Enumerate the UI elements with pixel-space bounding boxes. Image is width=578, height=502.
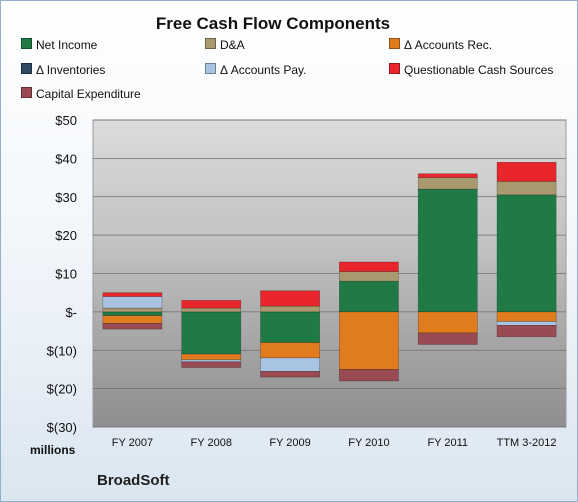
company-name: BroadSoft — [97, 472, 170, 489]
bar-segment — [102, 292, 163, 297]
x-tick-label: FY 2010 — [348, 437, 389, 449]
bar-segment — [260, 290, 320, 307]
units-label: millions — [30, 443, 76, 457]
x-tick-label: TTM 3-2012 — [497, 437, 557, 449]
bar-segment — [181, 361, 242, 368]
bar-segment — [102, 307, 163, 313]
legend-item-questionable-cash: Questionable Cash Sources — [389, 63, 553, 77]
legend-label: Δ Accounts Rec. — [404, 38, 493, 52]
legend-item-inventories: Δ Inventories — [21, 63, 105, 77]
legend-item-net-income: Net Income — [21, 38, 97, 52]
bar-segment — [260, 357, 320, 372]
y-tick-label: $20 — [55, 228, 77, 243]
y-tick-label: $50 — [55, 113, 77, 128]
legend-label: Δ Accounts Pay. — [220, 63, 307, 77]
y-tick-label: $10 — [55, 267, 77, 282]
bar-segment — [102, 315, 163, 324]
bar-segment — [260, 371, 320, 378]
legend-label: D&A — [220, 38, 245, 52]
legend-label: Questionable Cash Sources — [404, 63, 554, 77]
legend-swatch — [21, 38, 32, 49]
bar-segment — [339, 280, 399, 313]
legend-swatch — [205, 38, 216, 49]
grid-lines — [93, 119, 566, 428]
bar-segment — [102, 296, 163, 309]
x-tick-label: FY 2011 — [427, 437, 468, 449]
bar-segment — [339, 311, 399, 370]
bar-segment — [181, 307, 242, 313]
legend-swatch — [21, 87, 32, 98]
legend-swatch — [21, 63, 32, 74]
y-tick-label: $(20) — [47, 382, 77, 397]
bar-segment — [181, 300, 242, 309]
bars — [102, 161, 557, 382]
y-tick-label: $40 — [55, 151, 77, 166]
y-tick-label: $30 — [55, 190, 77, 205]
bar-segment — [417, 177, 478, 190]
bar-segment — [339, 369, 399, 382]
bar-segment — [496, 194, 557, 313]
y-tick-label: $- — [65, 305, 77, 320]
bar-segment — [496, 181, 557, 196]
legend-label: Δ Inventories — [36, 63, 106, 77]
bar-segment — [181, 311, 242, 355]
legend-item-accounts-pay: Δ Accounts Pay. — [205, 63, 307, 77]
legend-item-da: D&A — [205, 38, 245, 52]
legend-item-accounts-rec: Δ Accounts Rec. — [389, 38, 492, 52]
bar-segment — [102, 323, 163, 330]
y-axis-ticks: $(30) $(20) $(10) $- $10 $20 $30 $40 $50 — [47, 113, 77, 435]
legend-swatch — [389, 38, 400, 49]
bar-segment — [417, 173, 478, 178]
bar-segment — [496, 325, 557, 338]
bar-segment — [260, 311, 320, 343]
y-tick-label: $(30) — [47, 420, 77, 435]
legend-item-capex: Capital Expenditure — [21, 87, 141, 101]
legend-swatch — [205, 63, 216, 74]
bar-segment — [417, 311, 478, 334]
legend-swatch — [389, 63, 400, 74]
bar-segment — [417, 332, 478, 345]
bar-segment — [496, 161, 557, 182]
x-tick-label: FY 2007 — [112, 437, 153, 449]
bar-segment — [260, 305, 320, 313]
bar-segment — [102, 311, 163, 317]
chart-title: Free Cash Flow Components — [155, 14, 391, 33]
bar-segment — [496, 321, 557, 326]
bar-segment — [339, 271, 399, 282]
x-axis-ticks: FY 2007 FY 2008 FY 2009 FY 2010 FY 2011 TTM 3… — [112, 437, 557, 449]
bar-segment — [260, 342, 320, 359]
x-tick-label: FY 2009 — [269, 437, 310, 449]
y-tick-label: $(10) — [47, 343, 77, 358]
legend-label: Capital Expenditure — [36, 87, 141, 101]
bar-segment — [339, 261, 399, 272]
bar-segment — [417, 188, 478, 313]
legend-label: Net Income — [36, 38, 98, 52]
x-tick-label: FY 2008 — [191, 437, 232, 449]
bar-segment — [181, 353, 242, 361]
bar-segment — [496, 311, 557, 322]
